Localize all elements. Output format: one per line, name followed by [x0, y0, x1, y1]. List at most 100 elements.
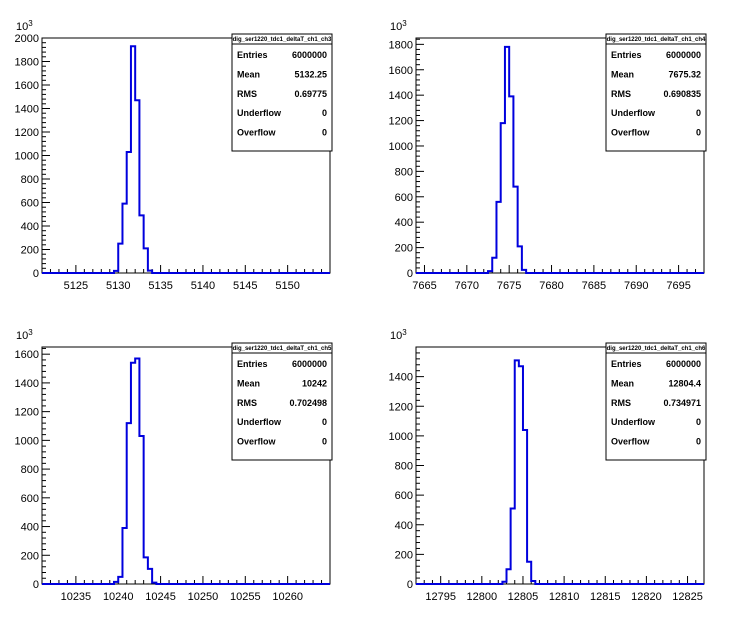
stats-value: 7675.32: [668, 69, 701, 79]
stats-label: Entries: [611, 359, 642, 369]
x-tick-label: 7665: [412, 280, 436, 292]
stats-value: 0: [696, 108, 701, 118]
y-tick-label: 1000: [15, 151, 39, 163]
x-tick-label: 10235: [61, 591, 92, 603]
x-tick-label: 12815: [590, 591, 621, 603]
stats-label: Underflow: [611, 108, 656, 118]
y-tick-label: 1000: [389, 431, 413, 443]
histogram-line: [42, 45, 330, 274]
stats-box-title: dig_ser1220_tdc1_deltaT_ch1_ch3: [233, 37, 332, 43]
histogram-panel-ch5: 0 200 400 600 800 1000 1200 1400 1600 10235 10240 1…: [15, 328, 333, 603]
x-tick-label: 5140: [191, 280, 215, 292]
y-tick-label: 1400: [15, 378, 39, 390]
histogram-line: [416, 45, 704, 274]
stats-label: Underflow: [237, 108, 282, 118]
y-tick-label: 600: [395, 192, 413, 204]
x-tick-label: 7670: [455, 280, 479, 292]
stats-box-title: dig_ser1220_tdc1_deltaT_ch1_ch5: [233, 346, 332, 352]
x-tick-label: 5145: [233, 280, 257, 292]
stats-label: RMS: [611, 398, 631, 408]
stats-value: 0: [322, 417, 327, 427]
y-tick-label: 200: [21, 245, 39, 257]
y-tick-label: 0: [33, 579, 39, 591]
histogram-line: [42, 357, 330, 585]
stats-value: 0: [322, 108, 327, 118]
y-exponent-label: 103: [16, 19, 33, 33]
stats-value: 6000000: [666, 50, 701, 60]
y-tick-label: 800: [395, 461, 413, 473]
y-tick-label: 0: [407, 268, 413, 280]
y-tick-label: 1800: [15, 57, 39, 69]
stats-value: 6000000: [292, 359, 327, 369]
stats-label: Mean: [237, 69, 260, 79]
stats-label: Mean: [237, 378, 260, 388]
y-tick-label: 600: [395, 490, 413, 502]
stats-box-title: dig_ser1220_tdc1_deltaT_ch1_ch6: [607, 346, 706, 352]
x-tick-label: 12795: [425, 591, 456, 603]
x-tick-label: 12825: [672, 591, 703, 603]
x-tick-label: 10255: [230, 591, 261, 603]
x-tick-label: 7680: [539, 280, 563, 292]
stats-value: 0.69775: [294, 89, 327, 99]
x-tick-label: 12810: [549, 591, 580, 603]
stats-box: [231, 342, 333, 461]
y-tick-label: 1600: [15, 80, 39, 92]
stats-label: RMS: [237, 89, 257, 99]
y-tick-label: 400: [395, 520, 413, 532]
stats-value: 0.702498: [289, 398, 327, 408]
stats-label: Overflow: [611, 128, 651, 138]
x-tick-label: 10240: [103, 591, 134, 603]
x-tick-label: 5135: [148, 280, 172, 292]
stats-label: Overflow: [237, 128, 277, 138]
stats-label: Entries: [237, 50, 268, 60]
y-tick-label: 1800: [389, 39, 413, 51]
stats-label: Underflow: [611, 417, 656, 427]
x-tick-label: 5150: [275, 280, 299, 292]
x-tick-label: 5125: [64, 280, 88, 292]
stats-value: 6000000: [666, 359, 701, 369]
stats-label: Mean: [611, 69, 634, 79]
stats-box: [605, 33, 707, 152]
x-tick-label: 12800: [467, 591, 498, 603]
y-tick-label: 800: [21, 174, 39, 186]
y-exponent-label: 103: [390, 19, 407, 33]
x-tick-label: 7695: [666, 280, 690, 292]
histogram-panel-ch4: 0 200 400 600 800 1000 1200 1400 1600 1800 7665 767…: [389, 19, 707, 292]
stats-label: RMS: [237, 398, 257, 408]
stats-label: Underflow: [237, 417, 282, 427]
y-exponent-label: 103: [390, 328, 407, 342]
y-tick-label: 1400: [15, 104, 39, 116]
y-tick-label: 600: [21, 493, 39, 505]
stats-value: 5132.25: [294, 69, 327, 79]
stats-value: 12804.4: [668, 378, 701, 388]
stats-value: 0.690835: [663, 89, 701, 99]
stats-box: [605, 342, 707, 461]
stats-label: Overflow: [611, 437, 651, 447]
x-tick-label: 7685: [582, 280, 606, 292]
y-tick-label: 0: [407, 579, 413, 591]
y-exponent-label: 103: [16, 328, 33, 342]
stats-value: 0: [322, 128, 327, 138]
stats-label: Mean: [611, 378, 634, 388]
y-tick-label: 200: [395, 243, 413, 255]
stats-value: 0: [696, 417, 701, 427]
stats-value: 0.734971: [663, 398, 701, 408]
y-tick-label: 400: [21, 221, 39, 233]
x-tick-label: 5130: [106, 280, 130, 292]
y-tick-label: 1200: [389, 401, 413, 413]
y-tick-label: 400: [21, 522, 39, 534]
x-tick-label: 10250: [188, 591, 219, 603]
x-tick-label: 7675: [497, 280, 521, 292]
stats-value: 6000000: [292, 50, 327, 60]
stats-box-title: dig_ser1220_tdc1_deltaT_ch1_ch4: [607, 37, 706, 43]
stats-value: 0: [322, 437, 327, 447]
stats-box: [231, 33, 333, 152]
histogram-line: [416, 359, 704, 585]
y-tick-label: 200: [395, 549, 413, 561]
y-tick-label: 1200: [15, 407, 39, 419]
y-tick-label: 800: [395, 166, 413, 178]
y-tick-label: 200: [21, 550, 39, 562]
y-tick-label: 1000: [15, 435, 39, 447]
x-tick-label: 10260: [272, 591, 303, 603]
